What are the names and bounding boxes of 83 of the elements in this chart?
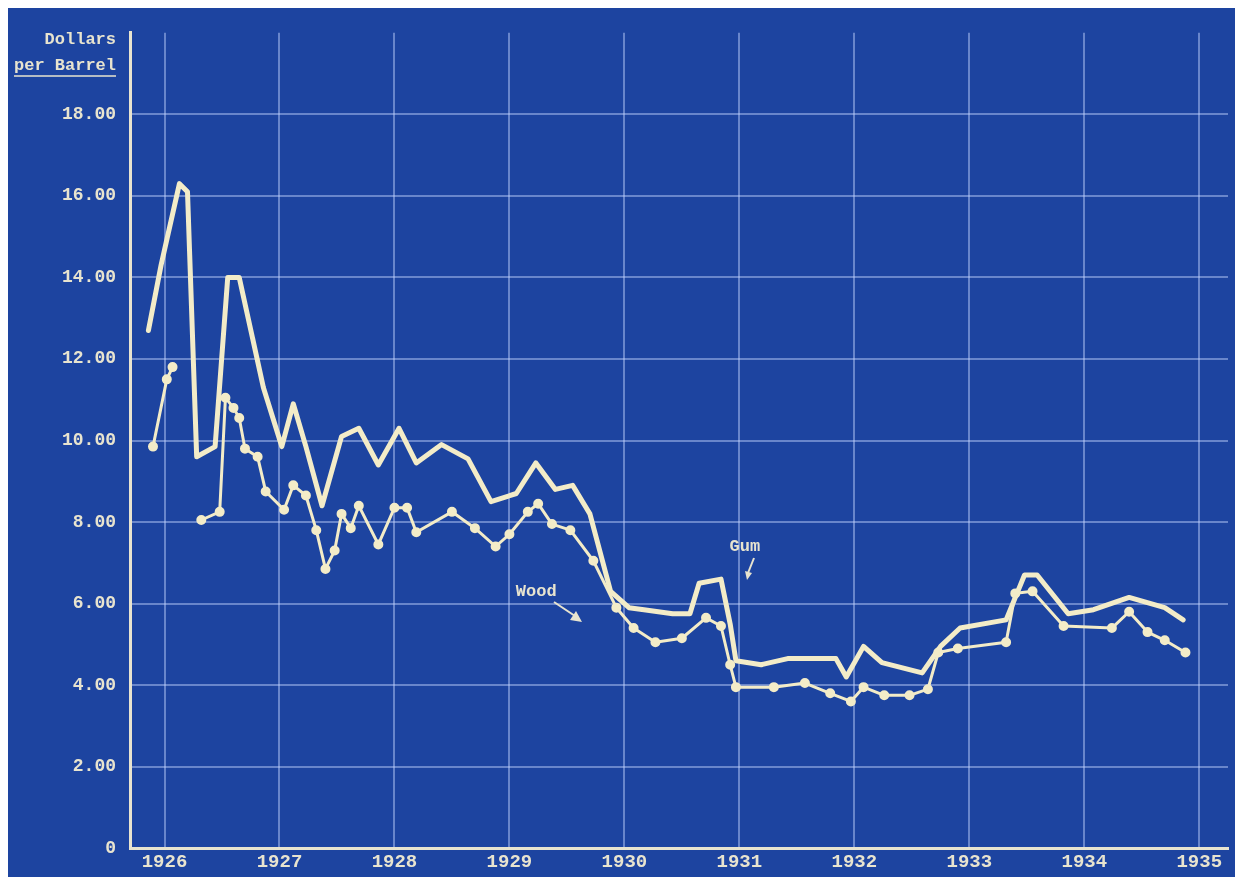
point [588, 555, 599, 566]
x-tick-label: 1929 [486, 851, 533, 874]
point [1142, 627, 1153, 638]
point [725, 659, 736, 670]
point [768, 682, 779, 693]
point [845, 696, 856, 707]
point [345, 523, 356, 534]
x-tick-label: 1932 [831, 851, 878, 874]
point [1027, 586, 1038, 597]
point [490, 541, 501, 552]
x-tick-label: 1927 [256, 851, 303, 874]
y-tick-label: 18.00 [61, 103, 117, 124]
x-tick-label: 1934 [1061, 851, 1108, 874]
y-tick-label: 0 [105, 837, 117, 858]
point [300, 490, 311, 501]
point [904, 690, 915, 701]
point [220, 392, 231, 403]
point [329, 545, 340, 556]
y-tick-label: 2.00 [72, 756, 117, 777]
y-tick-label: 14.00 [61, 266, 117, 287]
point [161, 374, 172, 385]
point [922, 684, 933, 695]
x-tick-label: 1931 [716, 851, 763, 874]
x-tick-label: 1935 [1176, 851, 1223, 874]
point [402, 502, 413, 513]
point [504, 529, 515, 540]
point [701, 612, 712, 623]
point [373, 539, 384, 550]
point [650, 637, 661, 648]
series-label: Gum [729, 536, 761, 556]
point [288, 480, 299, 491]
text: Wood [515, 581, 557, 601]
point [320, 563, 331, 574]
point [279, 504, 290, 515]
y-axis-title: Dollars per Barrel [13, 30, 117, 75]
point [1010, 588, 1021, 599]
x-tick-label: 1930 [601, 851, 648, 874]
point [148, 441, 158, 452]
point [565, 525, 576, 536]
point [167, 362, 178, 373]
point [228, 402, 239, 413]
point [234, 413, 245, 424]
point [469, 523, 480, 534]
point [715, 621, 726, 631]
point [260, 486, 271, 497]
point [1106, 623, 1117, 634]
x-tick-label: 1926 [141, 851, 188, 874]
y-tick-label: 8.00 [72, 511, 117, 532]
point [389, 502, 400, 513]
point [1058, 621, 1069, 631]
point [879, 690, 890, 701]
point [799, 678, 810, 689]
point [825, 688, 836, 699]
x-tick-label: 1928 [371, 851, 418, 874]
y-tick-label: 4.00 [72, 674, 117, 695]
y-tick-label: 16.00 [61, 185, 117, 206]
point [214, 506, 225, 517]
point [533, 498, 544, 509]
point [446, 506, 457, 517]
point [611, 602, 622, 613]
y-tick-label: 6.00 [72, 593, 117, 614]
point [336, 508, 347, 519]
point [1001, 637, 1012, 648]
y-tick-label: 12.00 [61, 348, 117, 369]
point [1159, 635, 1170, 646]
point [196, 515, 207, 525]
point [239, 443, 250, 454]
point [676, 633, 687, 644]
point [252, 451, 263, 462]
point [730, 682, 741, 693]
point [546, 519, 557, 530]
point [858, 682, 869, 693]
point [628, 623, 639, 634]
point [1124, 606, 1135, 617]
point [311, 525, 322, 536]
point [411, 527, 422, 538]
point [522, 506, 533, 517]
point [1180, 647, 1191, 658]
y-tick-label: 10.00 [61, 430, 117, 451]
point [952, 643, 963, 654]
point [933, 647, 944, 658]
x-tick-label: 1933 [946, 851, 993, 874]
point [353, 500, 364, 511]
